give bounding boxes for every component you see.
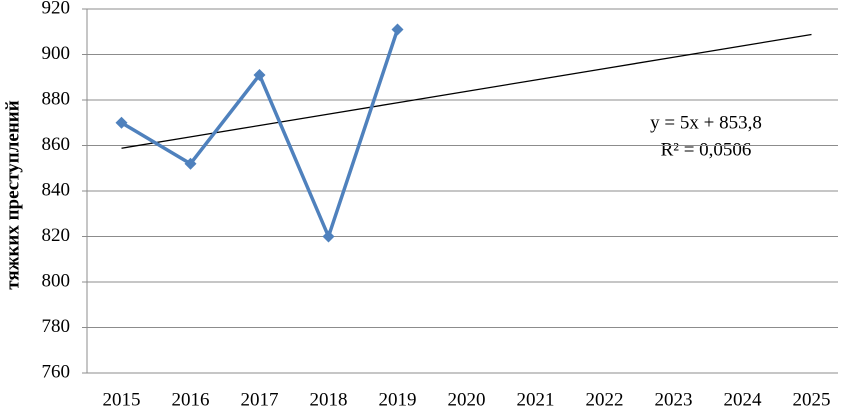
y-tick-label: 820 xyxy=(42,225,71,246)
marker xyxy=(253,68,266,81)
y-tick-label: 840 xyxy=(42,179,71,200)
y-axis-label: тяжких преступлений xyxy=(2,100,23,289)
y-tick-label: 800 xyxy=(42,270,71,291)
marker xyxy=(391,23,404,36)
x-tick-label: 2019 xyxy=(379,389,417,410)
y-tick-label: 780 xyxy=(42,316,71,337)
x-tick-label: 2022 xyxy=(586,389,624,410)
x-tick-label: 2016 xyxy=(172,389,210,410)
x-tick-label: 2023 xyxy=(655,389,693,410)
x-tick-label: 2024 xyxy=(724,389,763,410)
trend-equation: y = 5x + 853,8 xyxy=(650,112,762,133)
marker xyxy=(115,116,128,129)
series-line xyxy=(120,28,400,239)
y-tick-label: 880 xyxy=(42,88,71,109)
x-tick-label: 2015 xyxy=(103,389,141,410)
x-tick-label: 2021 xyxy=(517,389,555,410)
trendline xyxy=(121,33,812,149)
y-tick-label: 860 xyxy=(42,134,71,155)
y-tick-label: 900 xyxy=(42,43,71,64)
x-tick-label: 2020 xyxy=(448,389,486,410)
x-tick-label: 2018 xyxy=(310,389,348,410)
y-tick-label: 920 xyxy=(42,0,71,18)
y-tick-label: 760 xyxy=(42,361,71,382)
x-tick-label: 2025 xyxy=(793,389,831,410)
x-tick-label: 2017 xyxy=(241,389,279,410)
trend-r2: R² = 0,0506 xyxy=(661,139,752,160)
marker xyxy=(184,157,197,170)
marker xyxy=(322,230,335,243)
